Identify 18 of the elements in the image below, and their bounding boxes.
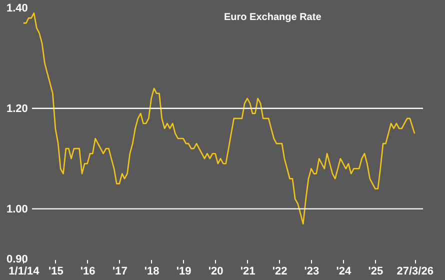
text: Euro Exchange Rate <box>224 12 322 23</box>
x-tick-label: 1/1/14 <box>8 266 40 278</box>
x-tick-label: '19 <box>176 266 192 278</box>
x-tick-label: 27/3/26 <box>396 266 434 278</box>
x-tick-label: '18 <box>144 266 160 278</box>
y-tick-label: 1.00 <box>6 203 28 216</box>
x-tick-label: '21 <box>240 266 256 278</box>
x-tick-label: '15 <box>48 266 64 278</box>
x-tick-label: '23 <box>304 266 320 278</box>
x-tick-label: '22 <box>272 266 288 278</box>
y-tick-label: 0.90 <box>6 254 28 266</box>
y-tick-label: 1.40 <box>6 2 28 15</box>
x-tick-label: '25 <box>368 266 384 278</box>
x-tick-label: '24 <box>336 266 352 278</box>
x-tick-label: '20 <box>208 266 224 278</box>
x-tick-label: '16 <box>80 266 96 278</box>
y-tick-label: 1.20 <box>6 102 28 115</box>
x-tick-label: '17 <box>112 266 128 278</box>
